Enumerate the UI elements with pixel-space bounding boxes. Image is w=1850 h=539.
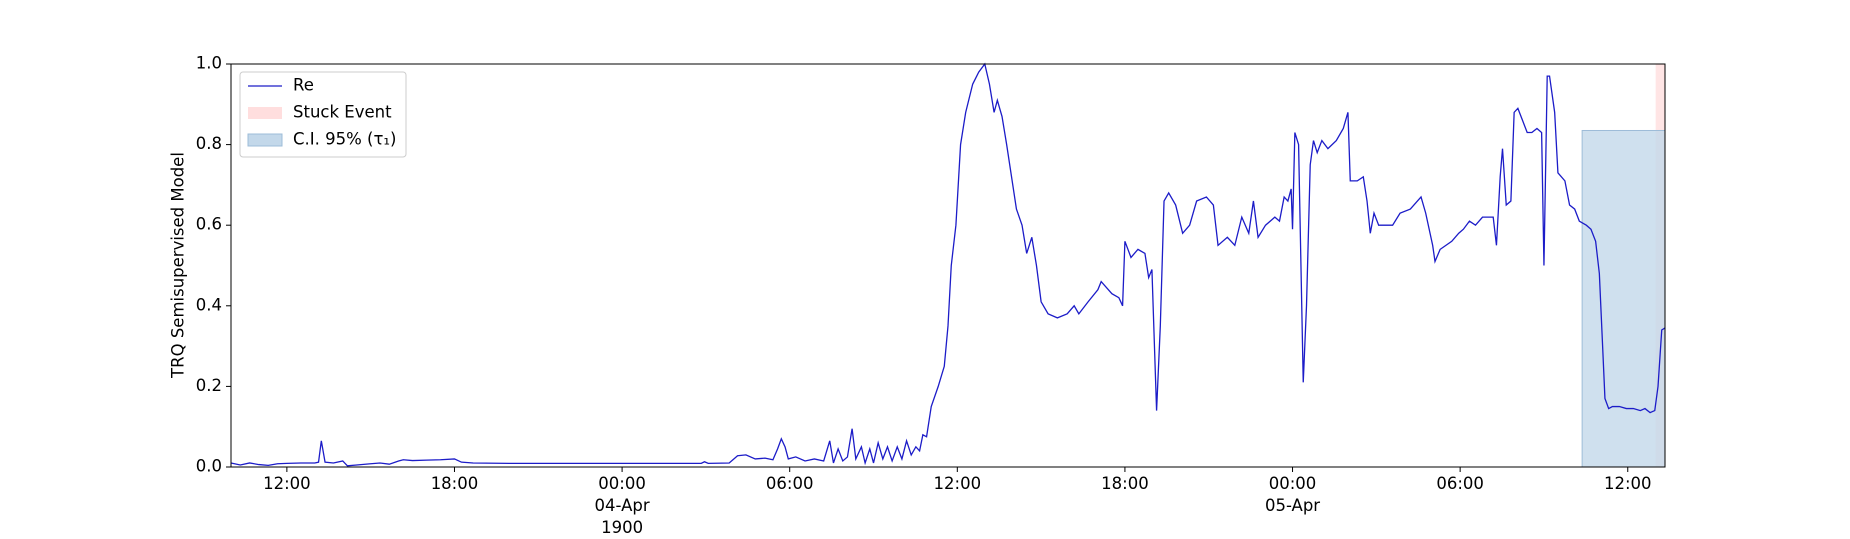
y-tick-label: 0.8 xyxy=(196,134,222,153)
legend-swatch xyxy=(248,107,282,119)
x-tick-label: 00:00 05-Apr xyxy=(1264,474,1321,515)
x-tick-label: 18:00 xyxy=(1101,474,1149,493)
x-tick-label: 12:00 xyxy=(263,474,311,493)
x-tick-label: 12:00 xyxy=(933,474,982,493)
y-tick-label: 0.0 xyxy=(196,457,222,476)
page: TRQ Semisupervised Model 0.0 0.2 0.4 0.6 0.8… xyxy=(168,53,1666,537)
y-tick-label: 0.4 xyxy=(196,295,222,314)
legend-swatch xyxy=(247,133,283,147)
x-tick-label: 06:00 xyxy=(765,474,814,493)
y-tick-label: 1.0 xyxy=(196,54,222,73)
x-tick-label: 18:00 xyxy=(430,474,479,493)
legend-label: C.I. 95% (τ₁) xyxy=(293,130,396,149)
chart: TRQ Semisupervised Model 0.0 0.2 0.4 0.6 0.8… xyxy=(169,54,1666,476)
x-tick-label: 12:00 xyxy=(1603,474,1652,493)
x-tick-label: 00:00 04-Apr 1900 xyxy=(594,474,650,537)
data-line xyxy=(230,62,1666,467)
span xyxy=(1581,129,1666,468)
legend-label: Stuck Event xyxy=(293,103,392,122)
y-axis-label: TRQ Semisupervised Model xyxy=(169,152,188,379)
y-tick-label: 0.2 xyxy=(196,376,222,395)
plot-frame xyxy=(230,63,1666,468)
y-tick-label: 0.6 xyxy=(196,215,222,234)
x-tick-label: 06:00 xyxy=(1436,474,1484,493)
legend-label: Re xyxy=(293,76,314,95)
